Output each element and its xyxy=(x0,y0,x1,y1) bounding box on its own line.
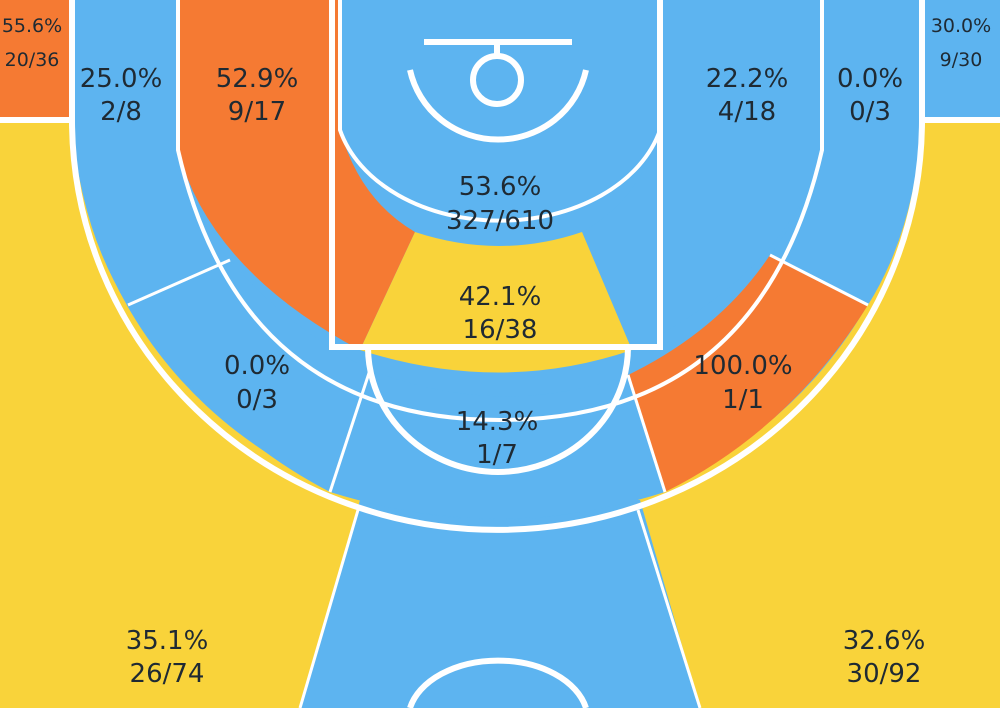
label-restricted-area-pct: 53.6% xyxy=(459,172,542,202)
label-top-key-long-two-pct: 14.3% xyxy=(456,407,539,437)
label-right-corner-three-pct: 30.0% xyxy=(931,15,991,37)
zone-left-short-baseline-shape xyxy=(178,0,415,350)
zone-left-baseline-long-two-shape xyxy=(72,0,230,305)
zone-right-corner-three-shape xyxy=(922,0,1000,120)
label-right-short-baseline-pct: 22.2% xyxy=(706,64,789,94)
label-left-corner-three-count: 20/36 xyxy=(5,49,60,71)
label-left-elbow-long-two-pct: 0.0% xyxy=(224,351,290,381)
label-paint-non-ra-count: 16/38 xyxy=(463,315,538,345)
zone-top-key-long-two-shape xyxy=(330,370,665,519)
label-left-short-baseline-pct: 52.9% xyxy=(216,64,299,94)
label-left-wing-three-pct: 35.1% xyxy=(126,626,209,656)
label-right-baseline-long-two-pct: 0.0% xyxy=(837,64,903,94)
zone-left-outer-mid-shape xyxy=(128,260,370,492)
label-right-baseline-long-two-count: 0/3 xyxy=(849,97,891,127)
label-right-wing-three-pct: 32.6% xyxy=(843,626,926,656)
rim xyxy=(470,53,524,107)
zone-right-baseline-long-two-shape xyxy=(770,0,922,305)
label-left-baseline-long-two-pct: 25.0% xyxy=(80,64,163,94)
label-paint-non-ra-pct: 42.1% xyxy=(459,282,542,312)
label-left-wing-three-count: 26/74 xyxy=(130,659,205,689)
label-restricted-area-count: 327/610 xyxy=(446,206,554,236)
zone-right-elbow-short-shape xyxy=(628,255,868,492)
label-right-corner-three-count: 9/30 xyxy=(940,49,983,71)
label-left-baseline-long-two-count: 2/8 xyxy=(100,97,142,127)
zone-right-short-baseline-shape xyxy=(582,0,822,350)
label-right-wing-three-count: 30/92 xyxy=(847,659,922,689)
label-right-short-baseline-count: 4/18 xyxy=(718,97,776,127)
label-right-elbow-short-count: 1/1 xyxy=(722,385,764,415)
zone-labels: 55.6% 20/36 30.0% 9/30 25.0% 2/8 52.9% 9… xyxy=(2,15,991,689)
label-left-short-baseline-count: 9/17 xyxy=(228,97,286,127)
zone-restricted-area-shape xyxy=(340,0,660,221)
zone-left-corner-three-shape xyxy=(0,0,72,120)
zone-paint-non-ra-shape xyxy=(360,232,632,373)
label-left-elbow-long-two-count: 0/3 xyxy=(236,385,278,415)
label-right-elbow-short-pct: 100.0% xyxy=(693,351,792,381)
label-left-corner-three-pct: 55.6% xyxy=(2,15,62,37)
zone-top-key-three-shape xyxy=(300,500,700,708)
label-top-key-long-two-count: 1/7 xyxy=(476,440,518,470)
